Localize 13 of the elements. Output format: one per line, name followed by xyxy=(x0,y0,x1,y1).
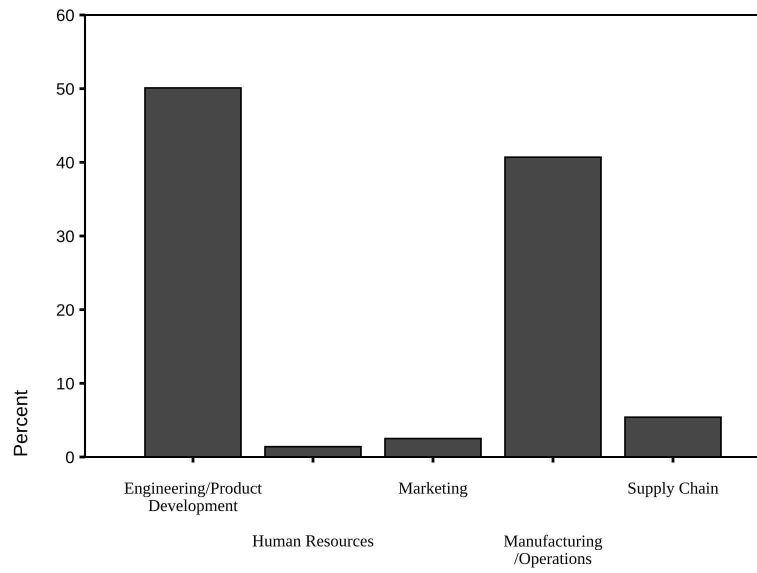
x-tick-label: Human Resources xyxy=(252,535,374,547)
y-tick-label: 40 xyxy=(56,156,74,169)
y-tick-label: 0 xyxy=(66,451,74,464)
x-tick-label: Marketing xyxy=(398,482,468,498)
y-tick-label: 50 xyxy=(56,83,74,95)
x-tick-label: Engineering/Product Development xyxy=(124,482,262,515)
x-tick-label: Manufacturing /Operations xyxy=(504,534,602,568)
y-tick-label: 60 xyxy=(56,9,74,22)
y-tick-label: 30 xyxy=(56,230,74,242)
y-tick-label: 20 xyxy=(56,304,74,316)
y-tick-label: 10 xyxy=(57,378,74,390)
y-axis-title: Percent xyxy=(14,390,28,456)
x-tick-label: Supply Chain xyxy=(628,482,718,498)
